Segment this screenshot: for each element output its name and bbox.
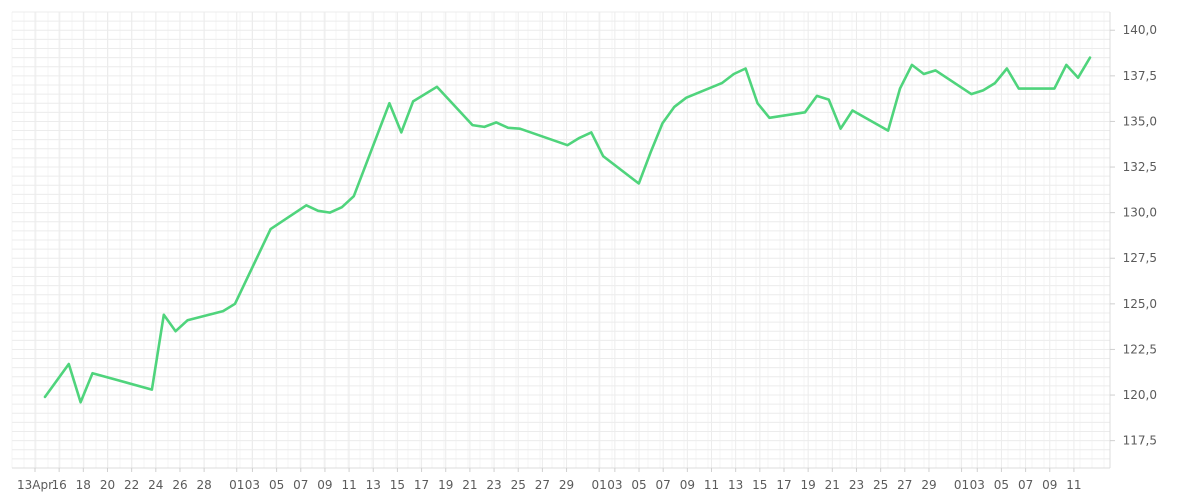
x-tick-label: 24 — [148, 478, 163, 492]
x-tick-label: 27 — [897, 478, 912, 492]
x-tick-label: 13 — [728, 478, 743, 492]
y-tick-label: 127,5 — [1123, 251, 1157, 265]
x-tick-label: 26 — [172, 478, 187, 492]
x-tick-label: 21 — [825, 478, 840, 492]
x-tick-label: 11 — [341, 478, 356, 492]
x-tick-label: 29 — [559, 478, 574, 492]
x-tick-label: 19 — [438, 478, 453, 492]
x-tick-label: 19 — [801, 478, 816, 492]
x-tick-label: 09 — [680, 478, 695, 492]
x-tick-label: 17 — [776, 478, 791, 492]
y-tick-label: 140,0 — [1123, 23, 1157, 37]
x-tick-label: 09 — [1042, 478, 1057, 492]
y-tick-label: 130,0 — [1123, 206, 1157, 220]
x-tick-label: 05 — [994, 478, 1009, 492]
x-tick-label: 21 — [462, 478, 477, 492]
x-tick-label: 01 — [229, 478, 244, 492]
x-tick-label: 09 — [317, 478, 332, 492]
y-axis-ticks: 117,5 120,0 122,5 125,0 127,5 130,0 132,5 135,0… — [1110, 23, 1157, 448]
x-tick-label: 22 — [124, 478, 139, 492]
y-tick-label: 137,5 — [1123, 69, 1157, 83]
x-tick-label: 18 — [76, 478, 91, 492]
x-tick-label: 15 — [752, 478, 767, 492]
x-tick-label: 25 — [873, 478, 888, 492]
y-tick-label: 117,5 — [1123, 434, 1157, 448]
axes — [12, 12, 1111, 469]
x-tick-label: 07 — [656, 478, 671, 492]
x-tick-label: 01 — [592, 478, 607, 492]
series-layer — [43, 56, 1092, 404]
x-tick-label: 20 — [100, 478, 115, 492]
x-tick-label: 11 — [704, 478, 719, 492]
x-tick-label: 23 — [486, 478, 501, 492]
x-tick-label: 27 — [535, 478, 550, 492]
x-tick-label: 05 — [631, 478, 646, 492]
x-tick-label: 17 — [414, 478, 429, 492]
x-tick-label: 05 — [269, 478, 284, 492]
x-tick-label: 29 — [921, 478, 936, 492]
grid — [11, 11, 1110, 469]
x-tick-label: 07 — [293, 478, 308, 492]
x-tick-label: 11 — [1066, 478, 1081, 492]
y-tick-label: 122,5 — [1123, 342, 1157, 356]
y-tick-label: 135,0 — [1123, 114, 1157, 128]
x-tick-label: 16 — [52, 478, 67, 492]
y-tick-label: 125,0 — [1123, 297, 1157, 311]
x-tick-label: 13 — [366, 478, 381, 492]
x-tick-label: 25 — [511, 478, 526, 492]
x-tick-label: 01 — [954, 478, 969, 492]
y-tick-label: 120,0 — [1123, 388, 1157, 402]
x-tick-label: 07 — [1018, 478, 1033, 492]
x-tick-label: 15 — [390, 478, 405, 492]
series-line — [43, 56, 1092, 404]
x-tick-label: 23 — [849, 478, 864, 492]
x-tick-label: 13Apr — [17, 478, 53, 492]
x-tick-label: 28 — [196, 478, 211, 492]
x-tick-label: 03 — [607, 478, 622, 492]
y-tick-label: 132,5 — [1123, 160, 1157, 174]
x-tick-label: 03 — [245, 478, 260, 492]
x-tick-label: 03 — [970, 478, 985, 492]
